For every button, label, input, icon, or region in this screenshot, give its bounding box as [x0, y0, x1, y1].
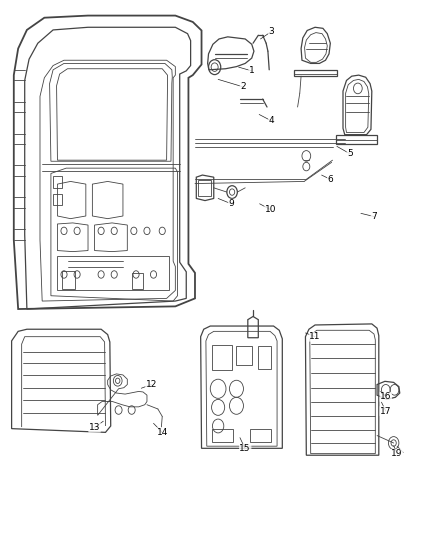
Text: 12: 12 [146, 380, 157, 389]
Bar [250, 429, 271, 442]
Text: 10: 10 [265, 205, 276, 214]
Bar [258, 346, 272, 368]
Bar [198, 180, 211, 196]
Text: 15: 15 [240, 445, 251, 454]
Bar [212, 345, 232, 370]
Text: 9: 9 [228, 199, 234, 208]
Text: 16: 16 [380, 392, 392, 401]
Bar [62, 271, 75, 289]
Bar [53, 193, 62, 205]
Bar [212, 429, 233, 442]
Text: 3: 3 [268, 27, 274, 36]
Text: 19: 19 [392, 449, 403, 458]
Text: 14: 14 [156, 428, 168, 437]
Text: 11: 11 [309, 332, 321, 341]
Bar [237, 346, 252, 365]
Text: 2: 2 [240, 82, 246, 91]
Text: 5: 5 [347, 149, 353, 158]
Text: 6: 6 [328, 175, 333, 184]
Text: 1: 1 [249, 67, 254, 75]
Text: 17: 17 [380, 407, 392, 416]
Text: 4: 4 [268, 116, 274, 125]
Bar [53, 176, 62, 188]
Bar [132, 273, 143, 289]
Text: 13: 13 [89, 423, 100, 432]
Text: 7: 7 [371, 212, 377, 221]
